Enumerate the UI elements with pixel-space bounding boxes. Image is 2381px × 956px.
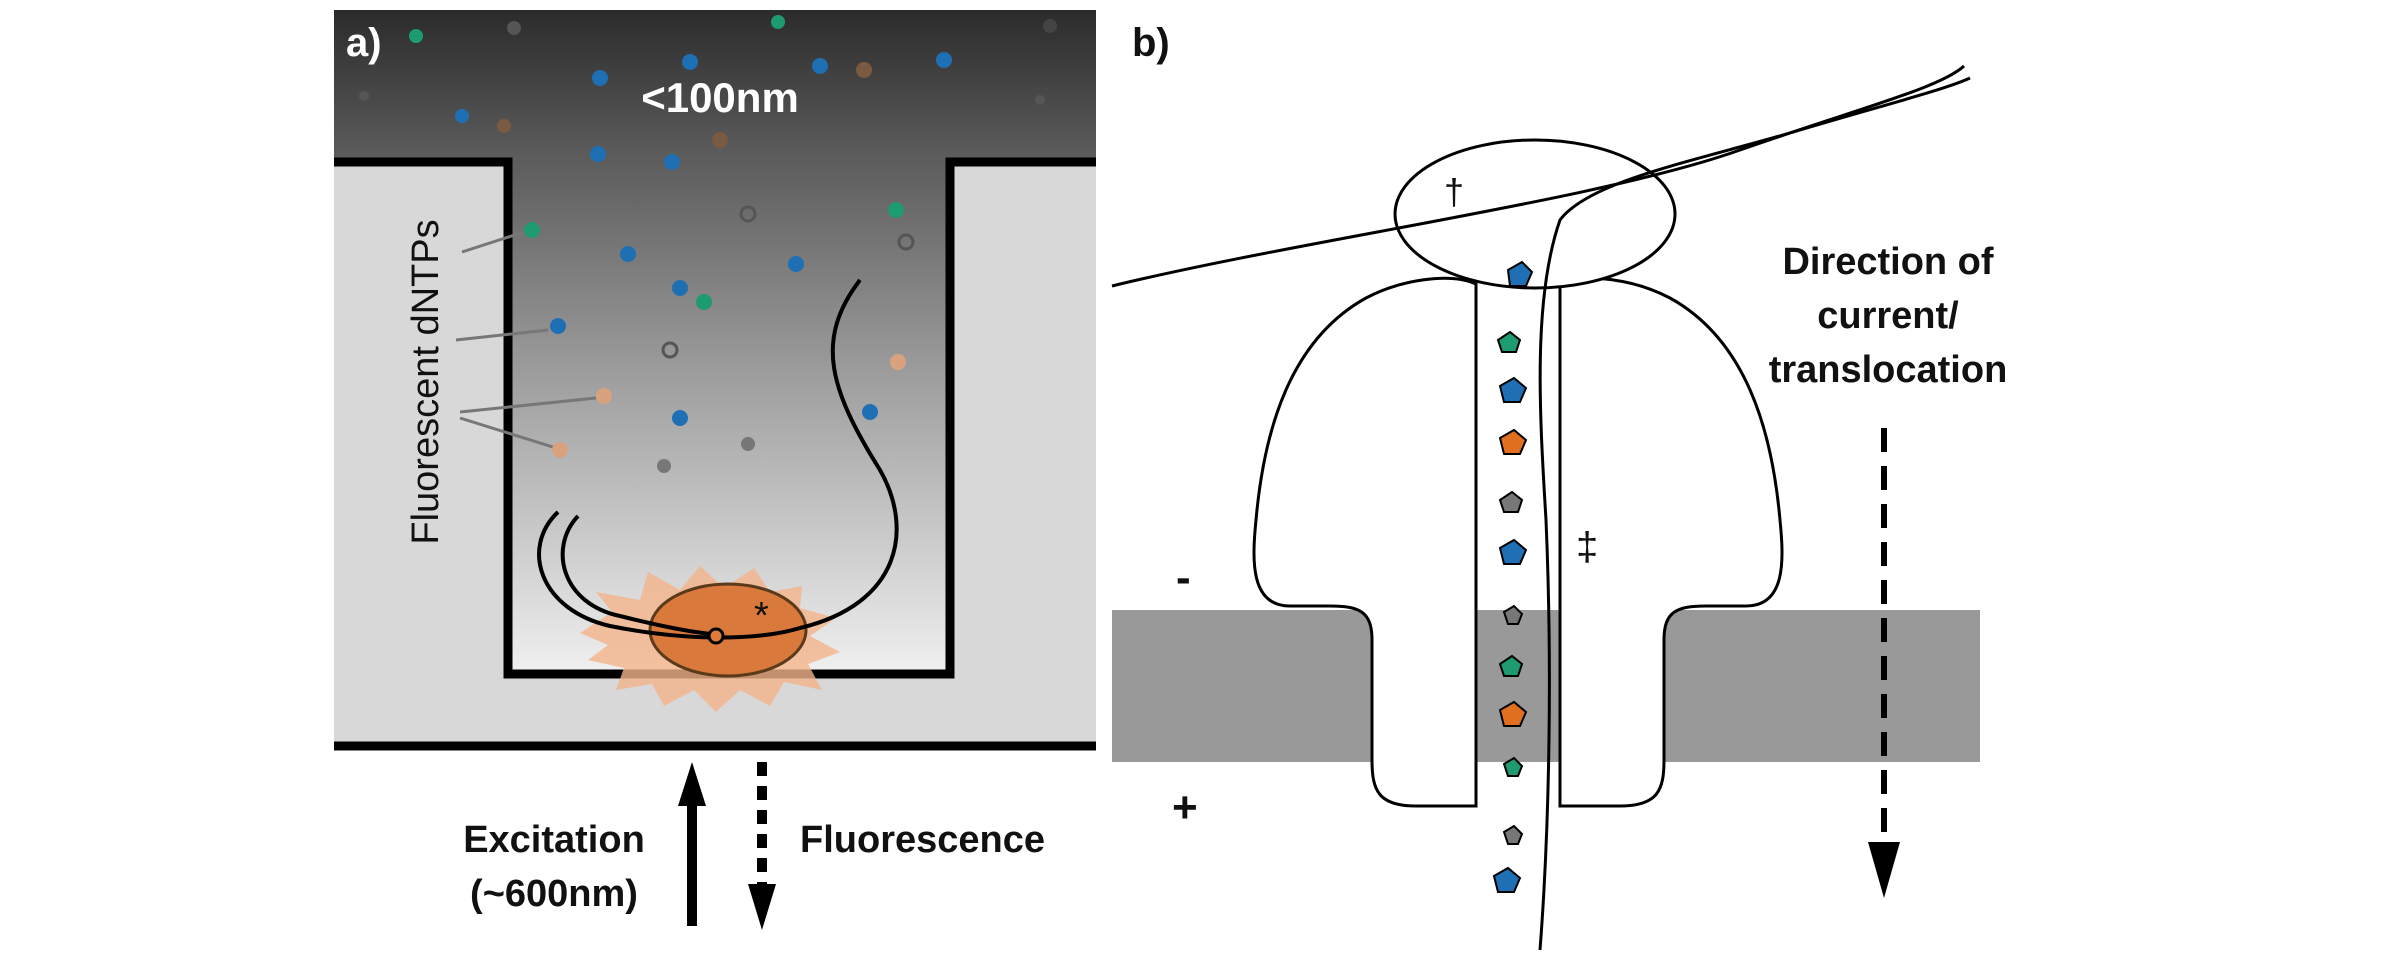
well-wall-left [334, 162, 508, 744]
channel-nucleotide-tags [1492, 260, 1534, 893]
nanopore-right-half [1558, 276, 1784, 808]
panel-a: * [334, 10, 1096, 930]
motor-enzyme [1393, 138, 1677, 290]
well-wall-right [950, 162, 1096, 744]
minus-sign: - [1176, 553, 1191, 602]
fluorescence-label: Fluorescence [800, 819, 1045, 861]
direction-label-line3: translocation [1769, 349, 2008, 391]
fluorescence-arrow [748, 762, 776, 930]
polymerase-enzyme [648, 582, 808, 678]
panel-b-label: b) [1132, 21, 1170, 65]
lipid-membrane [1112, 610, 1980, 762]
dagger-symbol: † [1444, 171, 1464, 212]
excitation-label: Excitation [463, 819, 645, 861]
active-site-marker: * [754, 595, 769, 637]
plus-sign: + [1172, 783, 1198, 832]
direction-label-line2: current/ [1817, 295, 1959, 337]
excitation-arrow [678, 762, 706, 926]
dna-template-strand [1111, 64, 1966, 288]
dna-strand-long [537, 278, 899, 640]
size-scale-label: <100nm [641, 74, 799, 121]
double-dagger-symbol: ‡ [1576, 525, 1598, 569]
dntp-label: Fluorescent dNTPs [405, 219, 447, 544]
panel-b: b) † ‡ - + Dire [1111, 21, 2008, 951]
dna-strand-short [560, 514, 713, 636]
dna-translocating-strand [1538, 76, 1971, 951]
free-dntp-molecules [359, 15, 1057, 473]
dntp-pointer-lines [455, 230, 597, 450]
direction-arrow [1868, 428, 1900, 898]
excitation-wavelength-label: (~600nm) [470, 873, 638, 915]
panel-a-label: a) [346, 21, 382, 65]
direction-label-line1: Direction of [1782, 241, 1993, 283]
incorporated-nucleotide [707, 627, 725, 645]
nanopore-left-half [1252, 276, 1478, 808]
